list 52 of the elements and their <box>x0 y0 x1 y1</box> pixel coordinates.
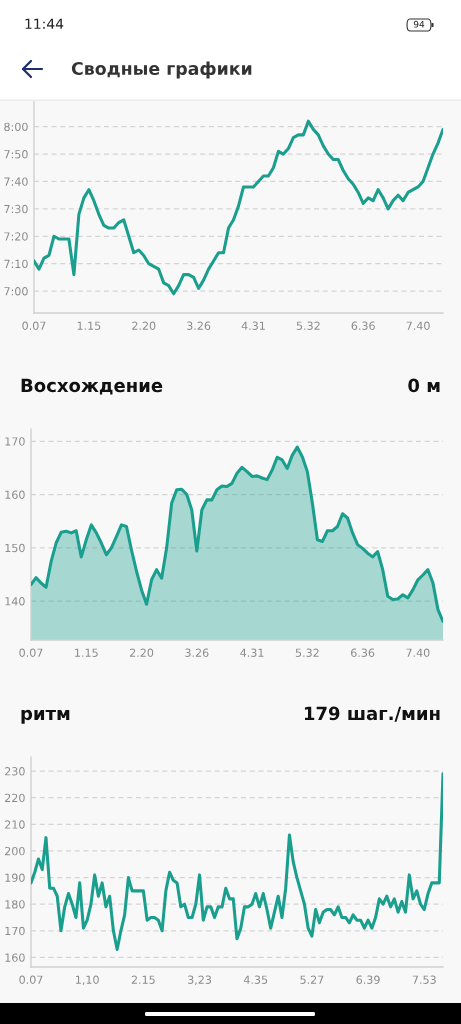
x-tick-label: 3.26 <box>187 321 211 330</box>
y-tick-label: 7:40 <box>4 177 28 186</box>
x-tick-label: 4.31 <box>240 648 264 657</box>
x-tick-label: 3.26 <box>185 648 209 657</box>
x-tick-label: 1.15 <box>77 321 101 330</box>
x-tick-label: 1,10 <box>76 975 99 986</box>
chart-title: Сводные графики <box>71 61 252 79</box>
chart-subtitle: 179 шаг./мин <box>304 706 440 722</box>
text: 94 <box>413 20 425 28</box>
y-tick-label: 140 <box>5 597 25 606</box>
y-tick-label: 170 <box>5 926 25 936</box>
y-tick-label: 160 <box>5 953 25 962</box>
x-tick-label: 3,23 <box>188 975 212 986</box>
x-tick-label: 7.53 <box>412 975 436 984</box>
text: 11:44 <box>25 18 64 29</box>
x-tick-label: 6.36 <box>351 321 375 330</box>
x-tick-label: 6.39 <box>356 975 380 984</box>
y-tick-label: 7:00 <box>4 287 28 296</box>
y-tick-label: 160 <box>5 490 25 499</box>
x-tick-label: 1.15 <box>75 648 98 657</box>
y-tick-label: 230 <box>5 767 25 776</box>
line-series <box>31 772 443 951</box>
chart-title: Восхождение <box>21 378 163 395</box>
y-tick-label: 7:10 <box>4 259 28 269</box>
x-tick-label: 5.32 <box>295 648 319 657</box>
y-tick-label: 210 <box>5 820 25 829</box>
x-tick-label: 0.07 <box>22 321 46 330</box>
y-tick-label: 180 <box>5 900 25 909</box>
y-tick-label: 7:50 <box>4 150 28 159</box>
chart-subtitle: 0 м <box>408 378 440 393</box>
x-tick-label: 7.40 <box>406 321 430 330</box>
x-tick-label: 5.27 <box>300 975 324 984</box>
y-tick-label: 170 <box>5 437 25 446</box>
x-tick-label: 2.20 <box>129 648 154 657</box>
y-tick-label: 7:20 <box>4 232 28 241</box>
y-tick-label: 7:30 <box>4 204 28 214</box>
x-tick-label: 4.31 <box>241 321 265 330</box>
line-series <box>34 119 443 296</box>
x-tick-label: 0.07 <box>19 975 43 984</box>
x-tick-label: 2.20 <box>132 321 156 330</box>
y-tick-label: 200 <box>5 846 25 856</box>
x-tick-label: 7.40 <box>406 648 430 657</box>
y-tick-label: 8:00 <box>4 122 28 132</box>
x-tick-label: 6.36 <box>351 648 375 657</box>
x-tick-label: 4.35 <box>243 975 268 984</box>
y-tick-label: 150 <box>5 543 25 553</box>
x-tick-label: 0.07 <box>19 648 43 657</box>
y-tick-label: 190 <box>5 873 25 882</box>
x-tick-label: 5.32 <box>296 321 320 330</box>
y-tick-label: 220 <box>5 793 25 803</box>
chart-title: ритм <box>21 709 70 724</box>
x-tick-label: 2.15 <box>131 975 155 984</box>
